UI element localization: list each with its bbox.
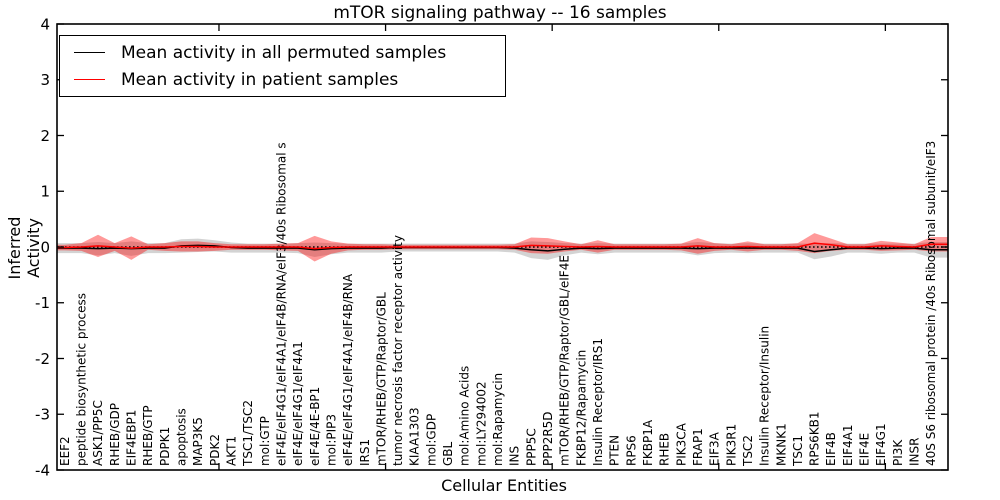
x-tick-label: Insulin Receptor/Insulin (758, 326, 772, 466)
x-tick-label: KIAA1303 (408, 407, 422, 466)
x-tick-label: mol:GTP (258, 416, 272, 466)
x-tick-label: GBL (441, 441, 455, 466)
x-tick-label: mol:PIP3 (324, 414, 338, 466)
x-tick-label: eIF4E/eIF4G1/eIF4A1/eIF4B/RNA (341, 273, 355, 466)
x-tick-label: PIK3R1 (724, 424, 738, 466)
x-tick-label: apoptosis (175, 408, 189, 466)
x-tick-label: PDK2 (208, 434, 222, 466)
x-tick-label: PI3K (891, 439, 905, 466)
y-tick-label: 2 (40, 127, 50, 145)
x-tick-label: EIF4A1 (841, 424, 855, 466)
x-tick-label: RPS6 (624, 435, 638, 466)
legend: Mean activity in all permuted samples Me… (59, 35, 506, 97)
x-tick-label: AKT1 (225, 436, 239, 466)
x-tick-label: PIK3CA (674, 422, 688, 466)
y-axis-label: Inferred Activity (5, 216, 43, 280)
x-tick-label: EIF4E (858, 433, 872, 466)
x-tick-label: TSC1 (791, 435, 805, 467)
x-tick-label: Insulin Receptor/IRS1 (591, 338, 605, 466)
x-tick-label: PPP5C (524, 428, 538, 466)
x-tick-label: IRS1 (358, 439, 372, 466)
x-tick-label: mol:Amino Acids (458, 366, 472, 466)
x-tick-label: PPP2R5D (541, 411, 555, 466)
x-tick-label: mol:GDP (424, 414, 438, 466)
x-tick-label: eIF4E/eIF4G1/eIF4A1 (291, 341, 305, 466)
x-tick-label: EIF3A (708, 431, 722, 466)
y-tick-label: -3 (35, 406, 50, 424)
x-tick-label: mTOR/RHEB/GTP/Raptor/GBL (374, 292, 388, 466)
x-tick-label: TSC2 (741, 435, 755, 467)
x-tick-label: ASK1/PP5C (91, 400, 105, 466)
legend-item-permuted: Mean activity in all permuted samples (60, 43, 505, 63)
x-tick-label: RHEB/GTP (141, 405, 155, 466)
x-tick-label: INSR (908, 438, 922, 466)
x-tick-label: EIF4G1 (874, 423, 888, 466)
y-tick-label: 3 (40, 71, 50, 89)
x-tick-label: FRAP1 (691, 428, 705, 466)
x-tick-label: MAP3K5 (191, 417, 205, 466)
x-tick-label: FKBP12/Rapamycin (574, 350, 588, 466)
x-tick-label: mol:LY294002 (474, 381, 488, 466)
permuted-band (57, 238, 948, 260)
y-tick-label: -2 (35, 350, 50, 368)
x-tick-label: eIF4E/4E-BP1 (308, 387, 322, 466)
chart-title: mTOR signaling pathway -- 16 samples (333, 3, 667, 23)
y-tick-label: 4 (40, 15, 50, 33)
x-tick-label: EIF4B (824, 432, 838, 466)
x-tick-label: PDPK1 (158, 427, 172, 466)
x-tick-label: EIF4EBP1 (125, 410, 139, 466)
x-tick-label: INS (508, 446, 522, 466)
y-tick-label: 1 (40, 183, 50, 201)
legend-label-patient: Mean activity in patient samples (121, 69, 399, 90)
x-tick-label: TSC1/TSC2 (241, 400, 255, 467)
x-tick-label: RPS6KB1 (808, 411, 822, 466)
x-tick-label: MKNK1 (774, 423, 788, 466)
legend-line-permuted-icon (74, 52, 105, 53)
y-tick-label: -4 (35, 461, 50, 479)
x-tick-label: FKBP1A (641, 419, 655, 466)
legend-label-permuted: Mean activity in all permuted samples (121, 42, 447, 63)
y-tick-label: 0 (40, 238, 50, 256)
x-tick-label: mol:Rapamycin (491, 373, 505, 466)
x-axis-label: Cellular Entities (441, 476, 567, 495)
x-tick-label: RHEB (658, 433, 672, 466)
x-tick-label: PTEN (608, 435, 622, 466)
x-tick-label: EEF2 (58, 436, 72, 466)
y-tick-label: -1 (35, 294, 50, 312)
x-tick-label: peptide biosynthetic process (75, 293, 89, 466)
x-tick-label: eIF4E/eIF4G1/eIF4A1/eIF4B/RNA/eIF3/40s R… (274, 142, 288, 466)
legend-item-patient: Mean activity in patient samples (60, 70, 505, 90)
legend-line-patient-icon (74, 79, 105, 80)
x-tick-label: tumor necrosis factor receptor activity (391, 235, 405, 466)
patient-mean-line (57, 242, 948, 250)
x-tick-label: 40S S6 ribosomal protein /40s Ribosomal … (924, 141, 938, 466)
x-tick-label: RHEB/GDP (108, 403, 122, 466)
x-tick-label: mTOR/RHEB/GTP/Raptor/GBL/eIF4E (558, 255, 572, 466)
